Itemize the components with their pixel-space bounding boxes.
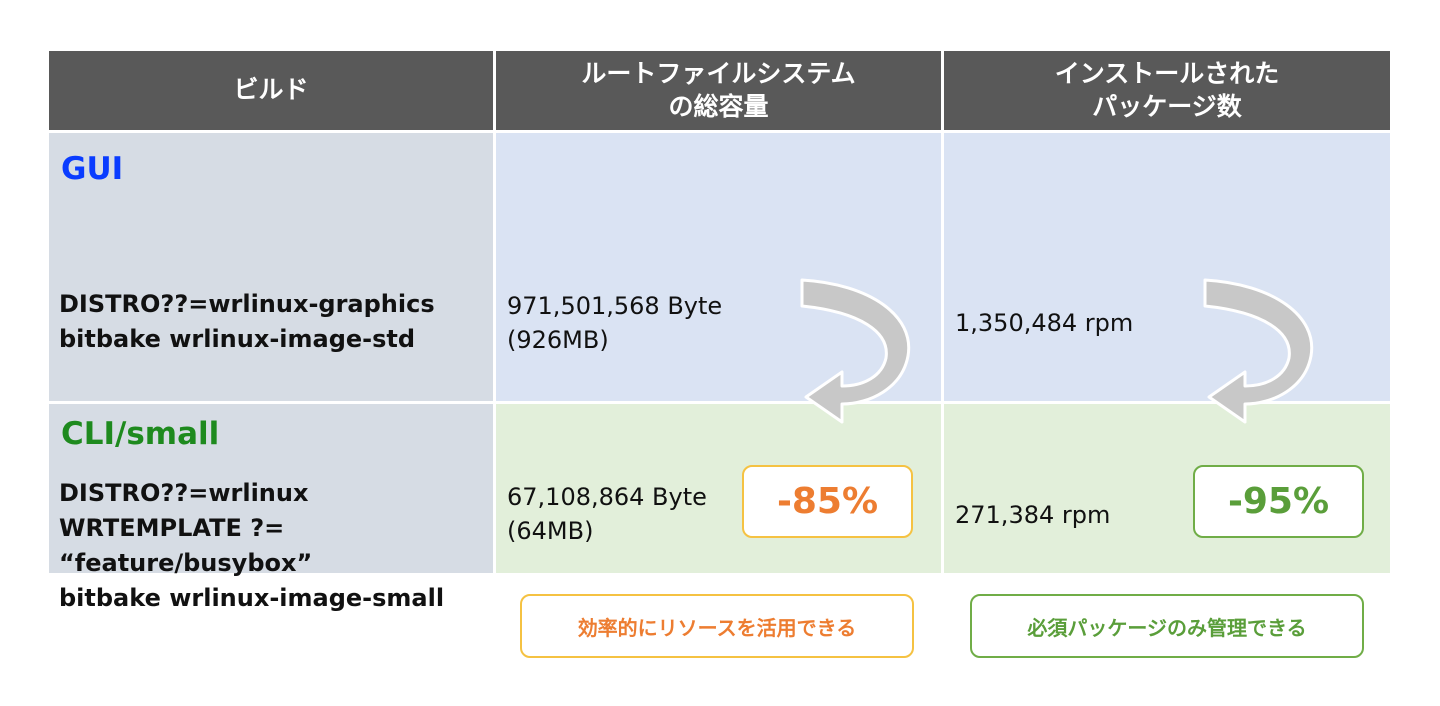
gui-title: GUI: [61, 151, 124, 187]
cli-commands: DISTRO??=wrlinux WRTEMPLATE ?= “feature/…: [59, 476, 444, 616]
gui-packages-value: 1,350,484 rpm: [955, 306, 1133, 340]
cli-command-line: DISTRO??=wrlinux: [59, 479, 309, 507]
header-packages: インストールされた パッケージ数: [944, 51, 1390, 130]
header-packages-line2: パッケージ数: [1092, 91, 1242, 121]
curved-down-arrow-icon: [800, 278, 911, 424]
header-rootfs: ルートファイルシステム の総容量: [496, 51, 941, 130]
gui-rootfs-bytes: 971,501,568 Byte: [507, 292, 723, 320]
comparison-table: ビルド ルートファイルシステム の総容量 インストールされた パッケージ数 GU…: [49, 51, 1390, 612]
header-build-label: ビルド: [233, 75, 309, 105]
gui-rootfs-value: 971,501,568 Byte (926MB): [507, 289, 722, 357]
curved-down-arrow-icon: [1203, 278, 1314, 424]
gui-packages-count: 1,350,484 rpm: [955, 309, 1134, 337]
cli-rootfs-bytes: 67,108,864 Byte: [507, 483, 707, 511]
cli-packages-count: 271,384 rpm: [955, 501, 1111, 529]
cli-title: CLI/small: [61, 416, 220, 452]
gui-build-cell: GUI DISTRO??=wrlinux-graphics bitbake wr…: [49, 133, 493, 401]
gui-rootfs-mb: (926MB): [507, 326, 609, 354]
gui-packages-cell: 1,350,484 rpm: [944, 133, 1390, 401]
header-build: ビルド: [49, 51, 493, 130]
cli-build-cell: CLI/small DISTRO??=wrlinux WRTEMPLATE ?=…: [49, 404, 493, 612]
packages-reduction-badge: -95%: [1193, 465, 1364, 538]
header-rootfs-line1: ルートファイルシステム: [581, 59, 856, 88]
cli-rootfs-value: 67,108,864 Byte (64MB): [507, 480, 707, 548]
cli-packages-value: 271,384 rpm: [955, 498, 1110, 532]
gui-commands: DISTRO??=wrlinux-graphics bitbake wrlinu…: [59, 287, 435, 357]
rootfs-note: 効率的にリソースを活用できる: [520, 594, 914, 658]
gui-rootfs-cell: 971,501,568 Byte (926MB): [496, 133, 941, 401]
header-rootfs-line2: の総容量: [668, 91, 769, 121]
cli-rootfs-mb: (64MB): [507, 517, 594, 545]
packages-note: 必須パッケージのみ管理できる: [970, 594, 1364, 658]
gui-command-line: DISTRO??=wrlinux-graphics: [59, 290, 435, 318]
cli-command-line: “feature/busybox”: [59, 549, 313, 577]
gui-command-line: bitbake wrlinux-image-std: [59, 325, 416, 353]
cli-command-line: bitbake wrlinux-image-small: [59, 584, 445, 612]
header-packages-line1: インストールされた: [1054, 59, 1280, 88]
rootfs-reduction-badge: -85%: [742, 465, 913, 538]
cli-command-line: WRTEMPLATE ?=: [59, 514, 285, 542]
